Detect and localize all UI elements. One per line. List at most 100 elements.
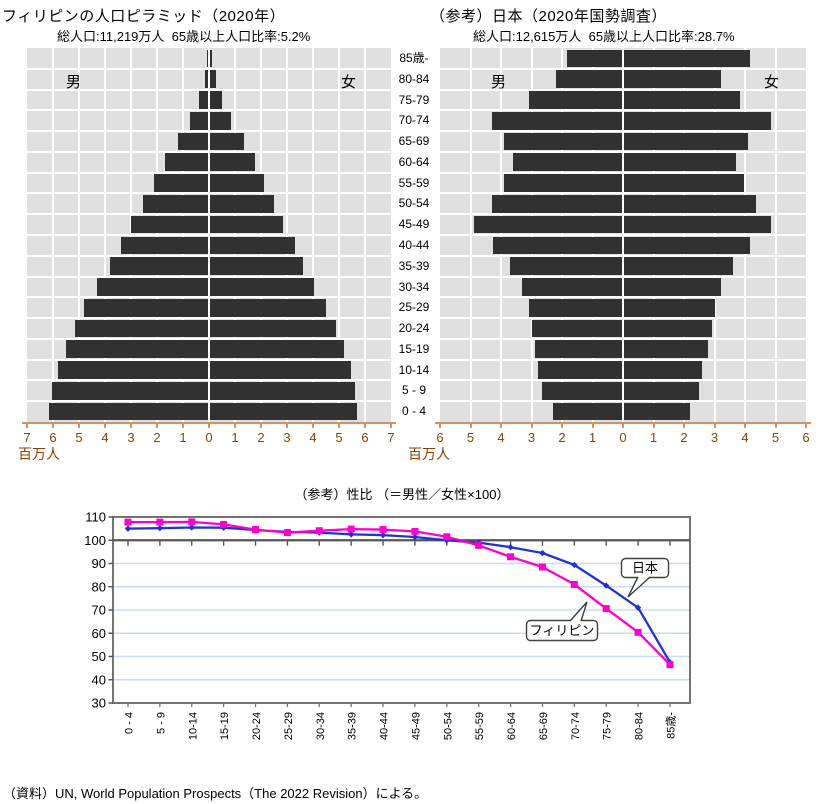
male-label-philippines: 男 — [66, 74, 82, 91]
pyramid-bar-male — [537, 361, 623, 379]
philippines-marker — [124, 518, 132, 526]
pyramid-bar-male — [528, 91, 623, 109]
y-axis-tick-label: 90 — [92, 556, 106, 571]
philippines-marker — [475, 541, 483, 549]
philippines-marker — [315, 527, 323, 535]
age-group-label: 80-84 — [398, 71, 430, 86]
pyramid-bar-male — [555, 70, 623, 89]
age-group-label: 0 - 4 — [401, 404, 426, 419]
japan-marker — [539, 549, 546, 557]
age-group-label: 5 - 9 — [401, 383, 426, 398]
pyramid-bar-female — [209, 278, 315, 296]
x-axis-category-label: 85歳- — [664, 712, 677, 739]
philippines-marker — [411, 527, 419, 535]
pyramid-x-axis-tick — [156, 424, 158, 428]
pyramid-x-axis-tick — [622, 424, 624, 428]
x-axis-category-label: 55-59 — [474, 712, 486, 740]
x-axis-category-label: 20-24 — [251, 712, 263, 740]
pyramid-bar-male — [522, 278, 623, 296]
japan-marker — [571, 561, 578, 569]
pyramid-bar-female — [209, 153, 255, 172]
philippines-marker — [188, 518, 196, 526]
pyramid-bar-male — [142, 194, 209, 213]
age-group-label: 65-69 — [398, 134, 430, 149]
pyramid-bar-male — [49, 402, 209, 421]
pyramid-center-line — [208, 48, 210, 422]
pyramid-x-tick-label: 1 — [649, 430, 658, 445]
philippines-line — [128, 520, 671, 666]
pyramid-bar-female — [209, 361, 351, 379]
pyramid-bar-female — [623, 381, 700, 400]
age-group-label: 50-54 — [398, 196, 430, 211]
pyramid-bar-female — [623, 298, 715, 317]
pyramid-x-axis-tick — [744, 424, 746, 428]
pyramid-x-axis-tick — [208, 424, 210, 428]
female-label-japan: 女 — [764, 74, 780, 91]
pyramid-x-tick-label: 7 — [387, 430, 395, 445]
pyramid-x-axis-tick — [439, 424, 441, 428]
pyramid-bar-female — [209, 49, 212, 68]
japan-line — [127, 526, 671, 663]
pyramid-x-tick-label: 4 — [497, 430, 505, 445]
y-axis-tick-label: 100 — [84, 533, 106, 548]
pyramid-x-axis-tick — [591, 424, 594, 428]
pyramid-bar-male — [97, 278, 209, 296]
y-axis-tick-label: 80 — [92, 579, 106, 594]
pyramid-bar-female — [623, 70, 721, 89]
y-axis-tick-label: 70 — [92, 603, 106, 618]
philippines-marker — [379, 526, 387, 534]
y-axis-tick-label: 60 — [92, 626, 106, 641]
japan-marker — [379, 531, 387, 539]
pyramid-x-tick-label: 5 — [466, 430, 475, 445]
philippines-pyramid-title: フィリピンの人口ピラミッド（2020年） — [2, 8, 286, 25]
pyramid-x-tick-label: 4 — [741, 430, 749, 445]
age-group-label: 25-29 — [398, 300, 430, 315]
pyramid-x-tick-label: 5 — [75, 430, 83, 445]
pyramid-bar-female — [623, 153, 736, 172]
philippines-marker — [252, 526, 260, 534]
x-axis-category-label: 60-64 — [506, 712, 518, 740]
philippines-callout-pointer-edge — [580, 601, 588, 622]
philippines-marker — [570, 580, 578, 588]
philippines-callout-pointer-edge — [569, 601, 588, 622]
pyramid-x-axis-tick — [52, 424, 54, 428]
pyramid-x-axis-tick — [338, 424, 340, 428]
axis-unit-label-philippines: 百万人 — [18, 446, 60, 462]
pyramid-x-axis-tick — [182, 424, 184, 428]
philippines-pyramid-subtitle: 総人口:11,219万人 65歳以上人口比率:5.2% — [57, 29, 311, 44]
pyramid-bar-female — [623, 402, 691, 421]
pyramid-bar-female — [623, 236, 750, 255]
pyramid-bar-female — [623, 257, 733, 276]
pyramid-bar-female — [209, 319, 337, 338]
philippines-callout-label: フィリピン — [530, 623, 595, 638]
philippines-marker — [538, 563, 546, 571]
pyramid-x-tick-label: 6 — [361, 430, 369, 445]
pyramid-x-axis-tick — [78, 424, 80, 428]
pyramid-x-axis-tick — [500, 424, 502, 428]
x-axis-category-label: 80-84 — [634, 712, 646, 740]
pyramid-bar-male — [131, 215, 209, 234]
pyramid-bar-female — [209, 111, 232, 130]
pyramid-x-axis-line — [435, 422, 811, 424]
pyramid-x-tick-label: 6 — [436, 430, 444, 445]
pyramid-x-tick-label: 3 — [283, 430, 291, 445]
x-axis-category-label: 70-74 — [570, 712, 582, 740]
source-note: （資料）UN, World Population Prospects（The 2… — [3, 786, 428, 801]
age-group-label: 60-64 — [398, 154, 430, 169]
pyramid-x-axis-tick — [561, 424, 563, 428]
pyramid-bar-male — [510, 257, 623, 276]
pyramid-bar-female — [623, 49, 750, 68]
japan-pyramid: 6 5 4 3 2 1 0 1 2 3 4 5 6 — [435, 48, 811, 445]
x-axis-category-label: 45-49 — [410, 712, 422, 740]
japan-marker — [634, 604, 642, 611]
x-axis-category-label: 65-69 — [538, 712, 550, 740]
pyramid-bar-female — [209, 70, 216, 89]
pyramid-bar-male — [66, 340, 209, 359]
axis-unit-label-japan: 百万人 — [408, 446, 450, 462]
sex-ratio-chart: 30 40 50 60 70 80 90 100 110 0 - 4 5 - 9 10-14 15-19… — [84, 510, 691, 740]
pyramid-bar-male — [164, 153, 209, 172]
y-axis-tick-label: 40 — [92, 672, 106, 687]
pyramid-bar-female — [623, 194, 756, 213]
pyramid-bar-male — [513, 153, 623, 172]
